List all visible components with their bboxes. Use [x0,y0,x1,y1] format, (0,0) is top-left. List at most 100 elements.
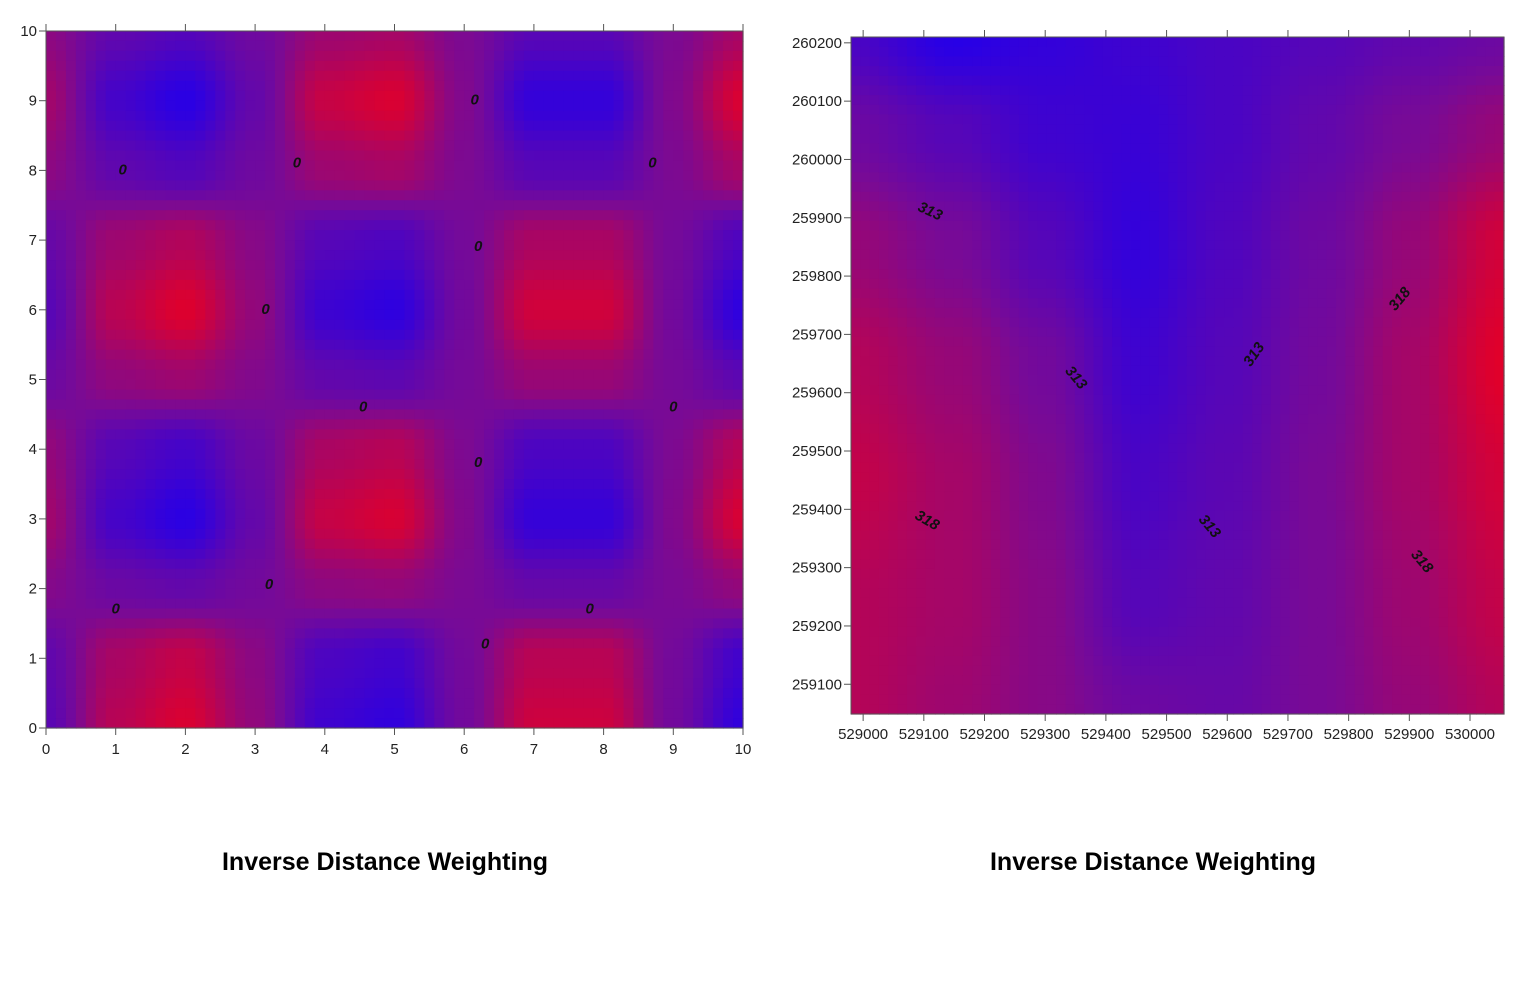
heatmap-cell [185,309,196,321]
heatmap-cell [85,449,97,460]
heatmap-cell [304,598,316,610]
heatmap-cell [125,409,137,420]
heatmap-cell [46,299,57,311]
heatmap-cell [205,329,216,341]
heatmap-cell [434,180,445,191]
heatmap-cell [125,628,137,639]
heatmap-cell [135,180,147,191]
heatmap-cell [215,70,226,82]
heatmap-cell [324,389,336,401]
heatmap-cell [175,170,186,181]
heatmap-cell [265,429,276,440]
heatmap-cell [245,638,256,649]
heatmap-cell [504,190,515,201]
heatmap-cell [115,250,127,261]
heatmap-cell [494,469,505,480]
heatmap-cell [464,409,475,420]
heatmap-cell [434,618,445,630]
heatmap-cell [225,498,236,510]
heatmap-cell [294,220,306,231]
heatmap-cell [484,130,495,142]
heatmap-cell [374,359,386,371]
heatmap-cell [284,628,296,639]
heatmap-cell [65,319,77,331]
heatmap-cell [165,598,177,610]
heatmap-cell [504,90,515,102]
heatmap-cell [195,329,206,341]
heatmap-cell [65,419,77,430]
heatmap-cell [95,518,107,530]
heatmap-cell [195,190,206,201]
heatmap-cell [284,220,296,231]
heatmap-cell [464,299,475,311]
heatmap-cell [434,628,445,639]
heatmap-cell [384,379,396,391]
heatmap-cell [334,439,346,450]
heatmap-cell [265,220,276,231]
heatmap-cell [454,140,465,152]
heatmap-cell [46,110,57,122]
heatmap-cell [484,409,495,420]
heatmap-cell [454,50,465,62]
heatmap-cell [185,319,196,331]
heatmap-cell [225,399,236,410]
heatmap-cell [175,598,186,610]
heatmap-cell [304,648,316,659]
heatmap-cell [215,678,226,689]
heatmap-cell [484,200,495,211]
heatmap-cell [851,201,861,212]
heatmap-cell [95,548,107,560]
heatmap-cell [504,180,515,191]
heatmap-cell [364,439,376,450]
heatmap-cell [484,170,495,181]
heatmap-cell [235,349,246,361]
heatmap-cell [175,40,186,52]
heatmap-cell [364,688,376,699]
heatmap-cell [454,379,465,391]
heatmap-cell [85,110,97,122]
heatmap-cell [344,289,356,301]
heatmap-cell [513,120,525,132]
heatmap-cell [284,150,296,162]
heatmap-cell [394,60,406,72]
heatmap-cell [225,698,236,709]
heatmap-cell [145,419,157,430]
heatmap-cell [105,70,117,82]
heatmap-cell [165,538,177,550]
heatmap-cell [155,449,167,460]
heatmap-cell [484,508,495,520]
heatmap-cell [125,578,137,590]
heatmap-cell [155,429,167,440]
heatmap-cell [324,299,336,311]
heatmap-cell [324,269,336,281]
heatmap-cell [324,429,336,440]
heatmap-cell [454,80,465,92]
heatmap-cell [354,80,366,92]
heatmap-cell [175,369,186,381]
heatmap-cell [284,389,296,401]
heatmap-cell [135,110,147,122]
heatmap-cell [444,489,455,500]
heatmap-cell [165,648,177,659]
heatmap-cell [275,389,286,401]
heatmap-cell [255,389,266,401]
heatmap-cell [85,538,97,550]
heatmap-cell [444,399,455,410]
heatmap-cell [75,439,87,450]
heatmap-cell [255,708,266,719]
heatmap-cell [513,130,525,142]
heatmap-cell [434,698,445,709]
heatmap-cell [394,190,406,201]
heatmap-cell [275,50,286,62]
heatmap-cell [95,578,107,590]
heatmap-cell [494,90,505,102]
heatmap-cell [434,339,445,351]
heatmap-cell [474,130,485,142]
heatmap-cell [165,508,177,520]
heatmap-cell [235,658,246,669]
heatmap-cell [115,718,127,729]
heatmap-cell [46,60,57,72]
heatmap-cell [344,538,356,550]
heatmap-cell [145,70,157,82]
heatmap-cell [75,508,87,520]
